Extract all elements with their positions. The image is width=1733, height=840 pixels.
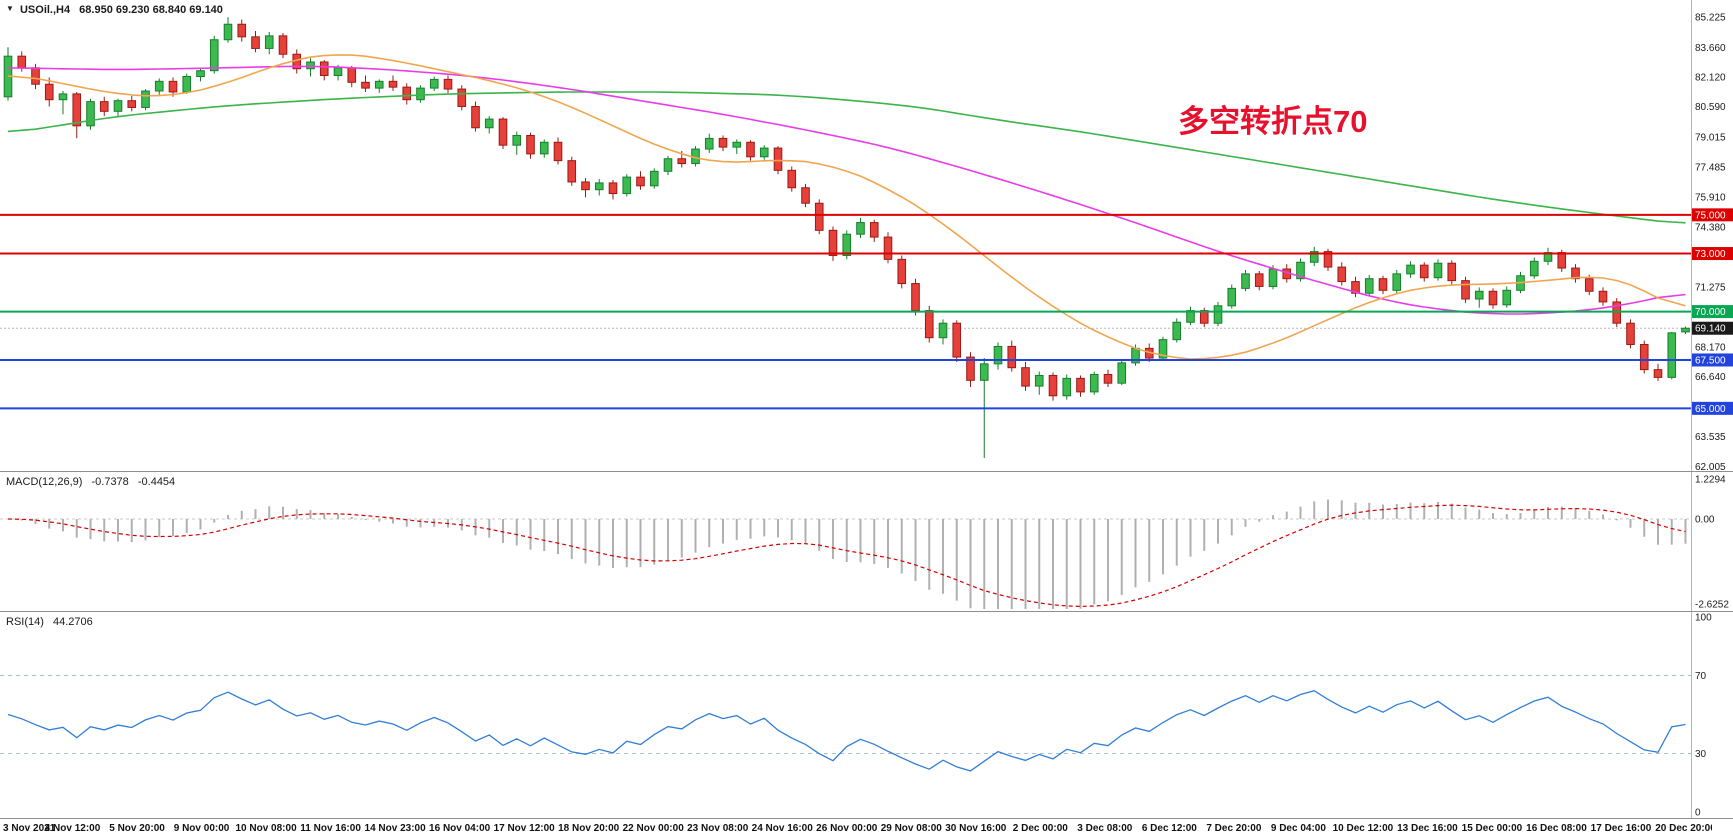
svg-text:67.500: 67.500 [1695, 355, 1726, 366]
svg-text:75.910: 75.910 [1695, 193, 1726, 204]
time-axis-label: 20 Dec 20:00 [1655, 823, 1712, 834]
time-axis-label: 26 Nov 00:00 [816, 823, 878, 834]
macd-label: MACD(12,26,9) [6, 476, 83, 488]
panel-divider [0, 818, 1733, 819]
time-axis-label: 14 Nov 23:00 [364, 823, 426, 834]
price-badge-69.140 [1692, 321, 1733, 335]
svg-text:0.00: 0.00 [1695, 515, 1715, 526]
svg-text:70.000: 70.000 [1695, 307, 1726, 318]
svg-text:66.640: 66.640 [1695, 372, 1726, 383]
svg-text:68.170: 68.170 [1695, 343, 1726, 354]
time-axis-label: 23 Nov 08:00 [687, 823, 749, 834]
svg-text:85.225: 85.225 [1695, 12, 1726, 23]
time-axis-label: 17 Nov 12:00 [493, 823, 555, 834]
time-axis-label: 10 Nov 08:00 [235, 823, 297, 834]
svg-text:-2.6252: -2.6252 [1695, 600, 1729, 611]
time-axis-label: 18 Nov 20:00 [558, 823, 620, 834]
price-badge-75.000 [1692, 208, 1733, 222]
svg-text:74.380: 74.380 [1695, 222, 1726, 233]
svg-text:71.275: 71.275 [1695, 282, 1726, 293]
ma-fast-orange [7, 54, 1686, 360]
time-axis-label: 16 Dec 08:00 [1526, 823, 1587, 834]
macd-info-bar: MACD(12,26,9) -0.7378 -0.4454 [6, 476, 175, 488]
time-axis-label: 22 Nov 00:00 [622, 823, 684, 834]
time-axis-label: 11 Nov 16:00 [300, 823, 361, 834]
time-axis-label: 24 Nov 16:00 [751, 823, 813, 834]
macd-signal-line [7, 504, 1686, 608]
ohlc-values: 68.950 69.230 68.840 69.140 [79, 4, 223, 16]
ma-mid-magenta [7, 65, 1686, 315]
main-price-chart[interactable]: 85.225 83.660 82.120 80.590 79.015 77.485 75.9… [0, 0, 1733, 471]
svg-text:77.485: 77.485 [1695, 162, 1726, 173]
time-axis-label: 9 Dec 04:00 [1270, 823, 1326, 834]
time-axis-label: 16 Nov 04:00 [429, 823, 491, 834]
macd-main-value: -0.7378 [91, 476, 129, 488]
svg-text:62.005: 62.005 [1695, 462, 1726, 471]
price-badge-65.000 [1692, 401, 1733, 415]
time-axis-label: 29 Nov 08:00 [880, 823, 942, 834]
panel-divider [0, 611, 1733, 612]
svg-text:63.535: 63.535 [1695, 432, 1726, 443]
rsi-info-bar: RSI(14) 44.2706 [6, 616, 93, 628]
time-axis-label: 15 Dec 00:00 [1461, 823, 1523, 834]
svg-text:30: 30 [1695, 749, 1707, 760]
annotation-text: 多空转折点70 [1178, 104, 1368, 139]
svg-text:83.660: 83.660 [1695, 43, 1726, 54]
rsi-indicator-chart[interactable]: 100 70 30 0 [0, 612, 1733, 818]
svg-text:69.140: 69.140 [1695, 324, 1726, 335]
time-axis-label: 17 Dec 16:00 [1590, 823, 1652, 834]
candles-group [3, 17, 1690, 459]
price-axis-border [1691, 0, 1692, 818]
rsi-value: 44.2706 [52, 616, 93, 628]
time-axis-label: 3 Dec 08:00 [1077, 823, 1133, 834]
svg-text:65.000: 65.000 [1695, 404, 1726, 415]
svg-text:0: 0 [1695, 808, 1701, 819]
time-axis-label: 3 Nov 2021 [3, 823, 56, 834]
time-axis-label: 9 Nov 00:00 [173, 823, 230, 834]
time-axis-label: 2 Dec 00:00 [1012, 823, 1068, 834]
macd-signal-value: -0.4454 [137, 476, 176, 488]
time-axis-label: 6 Dec 12:00 [1141, 823, 1197, 834]
svg-text:80.590: 80.590 [1695, 102, 1726, 113]
svg-text:100: 100 [1695, 613, 1712, 624]
symbol-timeframe-label: USOil.,H4 [19, 4, 71, 16]
symbol-dropdown-icon[interactable]: ▼ [6, 4, 14, 13]
svg-text:79.015: 79.015 [1695, 133, 1726, 144]
rsi-line [7, 689, 1686, 772]
price-badge-67.500 [1692, 353, 1733, 367]
svg-text:73.000: 73.000 [1695, 249, 1726, 260]
panel-divider [0, 471, 1733, 472]
time-axis-label: 13 Dec 16:00 [1397, 823, 1458, 834]
time-axis-label: 10 Dec 12:00 [1332, 823, 1394, 834]
macd-histogram [20, 499, 1687, 609]
time-axis-label: 5 Nov 20:00 [109, 823, 165, 834]
time-axis-label: 30 Nov 16:00 [945, 823, 1007, 834]
svg-text:75.000: 75.000 [1695, 210, 1726, 221]
price-badge-70.000 [1692, 305, 1733, 319]
svg-text:70: 70 [1695, 671, 1707, 682]
time-axis: 3 Nov 2021 4 Nov 12:00 5 Nov 20:00 9 Nov 00… [0, 818, 1712, 840]
macd-indicator-chart[interactable]: 1.2294 0.00 -2.6252 [0, 472, 1733, 611]
rsi-label: RSI(14) [6, 616, 44, 628]
ma-slow-green [7, 91, 1686, 224]
svg-text:1.2294: 1.2294 [1695, 475, 1726, 486]
svg-text:82.120: 82.120 [1695, 73, 1726, 84]
time-axis-label: 4 Nov 12:00 [44, 823, 101, 834]
price-badge-73.000 [1692, 247, 1733, 261]
time-axis-label: 7 Dec 20:00 [1206, 823, 1262, 834]
symbol-info-bar: ▼ USOil.,H4 68.950 69.230 68.840 69.140 [6, 4, 223, 16]
